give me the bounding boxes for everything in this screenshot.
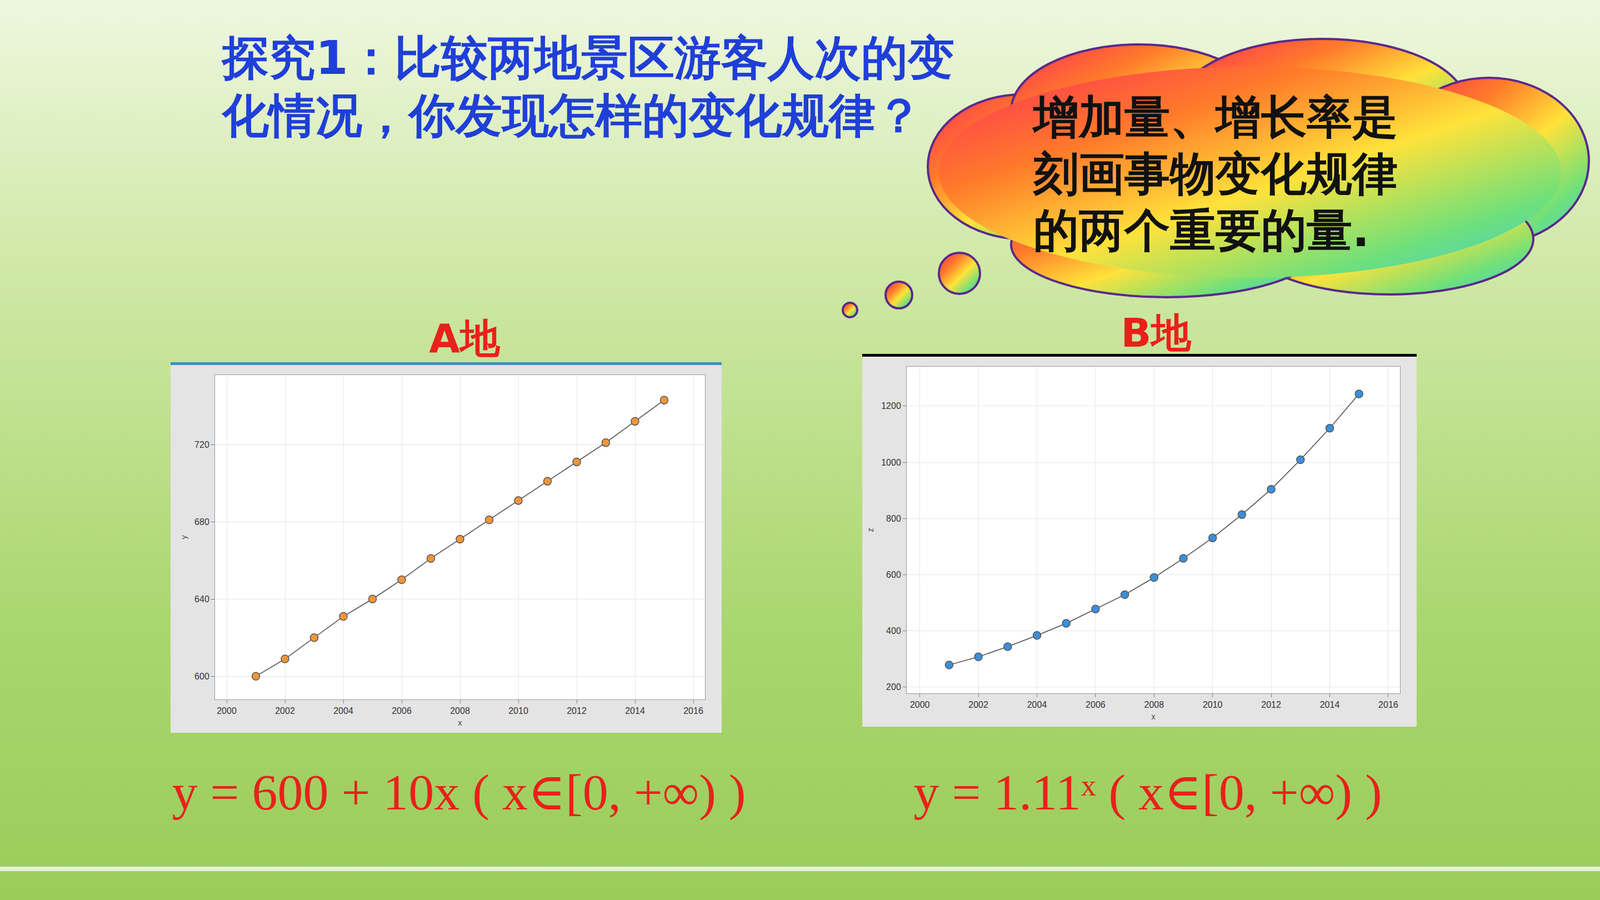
svg-text:x: x — [458, 718, 463, 728]
svg-text:2012: 2012 — [1261, 700, 1282, 710]
svg-text:2014: 2014 — [1320, 700, 1340, 710]
svg-text:2000: 2000 — [910, 700, 930, 710]
svg-text:2004: 2004 — [333, 706, 354, 716]
html-text:y = 1.11ˣ ( x∈[0, +∞) ): y = 1.11ˣ ( x∈[0, +∞) ) — [913, 763, 1382, 821]
svg-text:2002: 2002 — [275, 706, 295, 716]
svg-text:640: 640 — [194, 594, 210, 604]
svg-text:2010: 2010 — [508, 706, 529, 716]
svg-text:x: x — [1151, 712, 1156, 722]
html-text:增加量、增长率是刻画事物变化规律的两个重要的量.: 增加量、增长率是刻画事物变化规律的两个重要的量. — [1033, 90, 1398, 257]
svg-text:600: 600 — [194, 671, 210, 682]
html-text:A地: A地 — [428, 315, 500, 362]
html-text:y = 600 + 10x ( x∈[0, +∞) ): y = 600 + 10x ( x∈[0, +∞) ) — [171, 763, 746, 821]
html-text:探究1：比较两地景区游客人次的变化情况，你发现怎样的变化规律: 探究1：比较两地景区游客人次的变化情况，你发现怎样的变化规律？ — [222, 30, 955, 143]
svg-text:z: z — [866, 528, 875, 533]
svg-text:2008: 2008 — [1144, 700, 1165, 710]
svg-text:2012: 2012 — [566, 706, 587, 716]
svg-text:2010: 2010 — [1202, 700, 1223, 710]
svg-text:1200: 1200 — [881, 401, 902, 411]
svg-text:680: 680 — [194, 517, 210, 527]
svg-text:400: 400 — [886, 626, 902, 636]
svg-text:1000: 1000 — [881, 457, 902, 468]
svg-text:2016: 2016 — [1378, 700, 1399, 710]
svg-text:800: 800 — [886, 513, 902, 524]
svg-text:200: 200 — [886, 682, 902, 692]
svg-text:2006: 2006 — [391, 706, 412, 716]
svg-text:2006: 2006 — [1085, 700, 1106, 710]
svg-text:720: 720 — [194, 440, 210, 450]
html-text:B地: B地 — [1120, 309, 1192, 357]
svg-text:2000: 2000 — [216, 706, 237, 716]
svg-text:2016: 2016 — [683, 706, 704, 716]
svg-text:2014: 2014 — [625, 706, 645, 716]
svg-text:600: 600 — [886, 570, 902, 580]
svg-text:2002: 2002 — [968, 700, 989, 710]
svg-text:2008: 2008 — [450, 706, 470, 716]
svg-text:2004: 2004 — [1027, 700, 1048, 710]
svg-text:y: y — [179, 535, 189, 540]
